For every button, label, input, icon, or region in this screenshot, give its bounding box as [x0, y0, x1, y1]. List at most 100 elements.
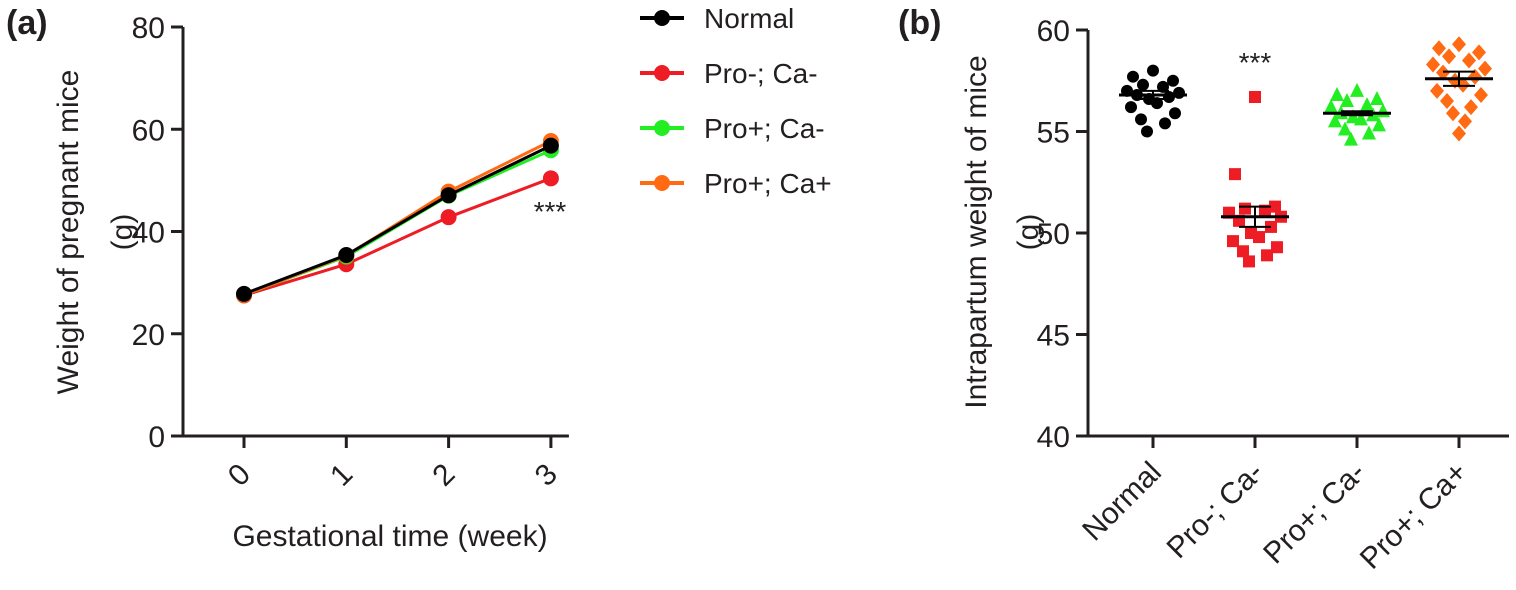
panel-a-xlabel: Gestational time (week): [232, 520, 547, 553]
data-point: [1452, 36, 1466, 53]
data-point: [1227, 235, 1239, 248]
panel-a-x-tick-label: 0: [222, 458, 257, 493]
panel-b-x-tick-label: Pro-; Ca-: [1161, 456, 1270, 565]
panel-a-y-tick-label: 20: [132, 319, 165, 352]
panel-a-label: (a): [6, 4, 48, 42]
legend-marker: [654, 65, 670, 81]
group-pro-ca: [1425, 36, 1493, 142]
data-point: [1330, 86, 1344, 101]
data-point: [1440, 93, 1454, 110]
panel-a-y-tick-label: 0: [148, 421, 165, 454]
group-pro-ca: [1221, 90, 1289, 268]
legend-item-pro-ca: Pro+; Ca-: [640, 113, 825, 144]
panel-b-x-tick-label: Normal: [1076, 456, 1168, 548]
data-point: [1372, 117, 1386, 132]
data-point: [1340, 93, 1354, 108]
panel-b-label: (b): [898, 4, 941, 42]
data-point: [1269, 200, 1281, 213]
data-point: [1324, 99, 1338, 114]
panel-a-x-tick-label: 1: [324, 458, 359, 493]
data-point: [1426, 56, 1440, 73]
data-point: [1163, 90, 1175, 103]
series-line-pro-ca: [243, 139, 552, 297]
panel-a-x-tick-label: 3: [529, 458, 564, 493]
legend-item-normal: Normal: [640, 3, 794, 34]
data-point: [1376, 103, 1390, 118]
panel-b-significance: ***: [1239, 47, 1272, 78]
panel-a-significance: ***: [534, 196, 567, 227]
data-point: [1253, 231, 1265, 244]
data-point: [1360, 97, 1374, 112]
data-point: [1362, 125, 1376, 140]
data-point: [1468, 68, 1482, 85]
data-point: [1474, 86, 1488, 103]
data-point: [1261, 249, 1273, 262]
data-point: [1229, 168, 1241, 181]
series-pro-ca: [236, 170, 559, 304]
panel-a-legend: Normal Pro-; Ca- Pro+; Ca- Pro+; Ca+: [640, 3, 832, 199]
data-point: [1436, 64, 1450, 81]
panel-a-x-tick-label: 2: [426, 458, 461, 493]
panel-a-ylabel: Weight of pregnant mice: [52, 70, 85, 395]
data-point: [1432, 40, 1446, 57]
data-point: [1328, 113, 1342, 128]
panel-b-y-tick-label: 55: [1037, 117, 1070, 150]
data-point: [1458, 113, 1472, 130]
panel-a-series: [236, 133, 559, 304]
data-point: [1350, 82, 1364, 97]
data-point: [1169, 107, 1181, 120]
data-point: [1462, 52, 1476, 69]
data-point: [1239, 202, 1251, 215]
panel-b-y-tick-label: 50: [1037, 218, 1070, 251]
data-point: [1135, 113, 1147, 126]
data-point-normal: [236, 285, 252, 302]
data-point-normal: [440, 187, 457, 204]
panel-b-y-tick-label: 40: [1037, 421, 1070, 454]
panel-a-ylabel-unit: (g): [106, 214, 139, 251]
series-line-pro-ca: [243, 176, 552, 297]
data-point: [1354, 111, 1368, 126]
data-point: [1151, 97, 1163, 110]
data-point: [1464, 99, 1478, 116]
data-point: [1259, 204, 1271, 217]
legend-label: Pro-; Ca-: [704, 58, 818, 89]
panel-b-ylabel-unit: (g): [1012, 214, 1045, 251]
data-point: [1157, 80, 1169, 93]
panel-b-y-tick-label: 45: [1037, 320, 1070, 353]
panel-b-points: [1119, 36, 1493, 268]
data-point: [1338, 121, 1352, 136]
data-point: [1249, 90, 1261, 103]
data-point: [1141, 125, 1153, 138]
data-point: [1346, 109, 1360, 124]
data-point-normal: [542, 137, 559, 154]
data-point-normal: [338, 247, 355, 264]
data-point-pro-ca: [440, 209, 457, 226]
data-point: [1167, 74, 1179, 87]
legend-item-pro-ca: Pro-; Ca-: [640, 58, 818, 89]
data-point: [1442, 48, 1456, 65]
data-point: [1237, 245, 1249, 258]
panel-b-y-tick-label: 60: [1037, 15, 1070, 48]
series-line-normal: [243, 144, 552, 296]
legend-item-pro-ca: Pro+; Ca+: [640, 168, 832, 199]
data-point: [1243, 255, 1255, 268]
data-point: [1147, 64, 1159, 77]
legend-marker: [654, 120, 670, 136]
group-normal: [1119, 64, 1187, 138]
data-point: [1452, 125, 1466, 142]
data-point: [1478, 60, 1492, 77]
series-normal: [236, 137, 559, 302]
data-point: [1446, 105, 1460, 122]
data-point: [1344, 131, 1358, 146]
data-point: [1430, 82, 1444, 99]
data-point: [1370, 91, 1384, 106]
data-point: [1271, 241, 1283, 254]
data-point: [1137, 78, 1149, 91]
legend-marker: [654, 175, 670, 191]
legend-label: Normal: [704, 3, 794, 34]
group-pro-ca: [1323, 82, 1391, 146]
data-point-pro-ca: [542, 170, 559, 187]
panel-a-y-tick-label: 60: [132, 114, 165, 147]
